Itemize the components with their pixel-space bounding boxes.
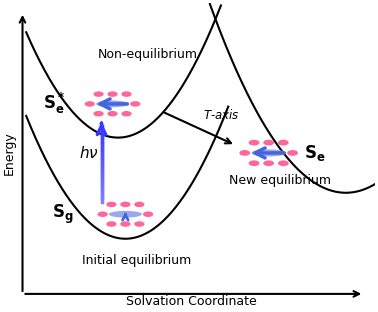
Ellipse shape — [96, 100, 129, 107]
Ellipse shape — [107, 91, 118, 97]
Ellipse shape — [278, 140, 289, 145]
Ellipse shape — [143, 212, 153, 217]
Ellipse shape — [134, 202, 144, 207]
Ellipse shape — [106, 202, 116, 207]
Ellipse shape — [98, 212, 108, 217]
Ellipse shape — [93, 91, 104, 97]
Ellipse shape — [106, 221, 116, 227]
Ellipse shape — [251, 149, 286, 157]
Ellipse shape — [278, 160, 289, 166]
Text: Initial equilibrium: Initial equilibrium — [82, 254, 191, 267]
Text: $T$-axis: $T$-axis — [203, 108, 239, 122]
Ellipse shape — [120, 221, 130, 227]
Text: $\mathbf{S_e^*}$: $\mathbf{S_e^*}$ — [43, 91, 65, 116]
Ellipse shape — [120, 202, 130, 207]
Text: $h\nu$: $h\nu$ — [79, 145, 99, 161]
Text: Energy: Energy — [3, 131, 16, 175]
Text: Non-equilibrium: Non-equilibrium — [98, 48, 197, 61]
Ellipse shape — [130, 101, 141, 107]
Ellipse shape — [121, 91, 132, 97]
Ellipse shape — [85, 101, 95, 107]
Ellipse shape — [249, 160, 259, 166]
Ellipse shape — [239, 150, 250, 156]
Text: $\mathbf{S_g}$: $\mathbf{S_g}$ — [52, 202, 74, 226]
Ellipse shape — [109, 211, 142, 217]
Ellipse shape — [263, 160, 274, 166]
Text: Solvation Coordinate: Solvation Coordinate — [126, 295, 257, 308]
Ellipse shape — [107, 111, 118, 116]
Text: New equilibrium: New equilibrium — [229, 174, 331, 187]
Ellipse shape — [263, 140, 274, 145]
Ellipse shape — [287, 150, 298, 156]
Ellipse shape — [134, 221, 144, 227]
Ellipse shape — [93, 111, 104, 116]
Text: $\mathbf{S_e}$: $\mathbf{S_e}$ — [304, 143, 325, 163]
Ellipse shape — [121, 111, 132, 116]
Ellipse shape — [249, 140, 259, 145]
